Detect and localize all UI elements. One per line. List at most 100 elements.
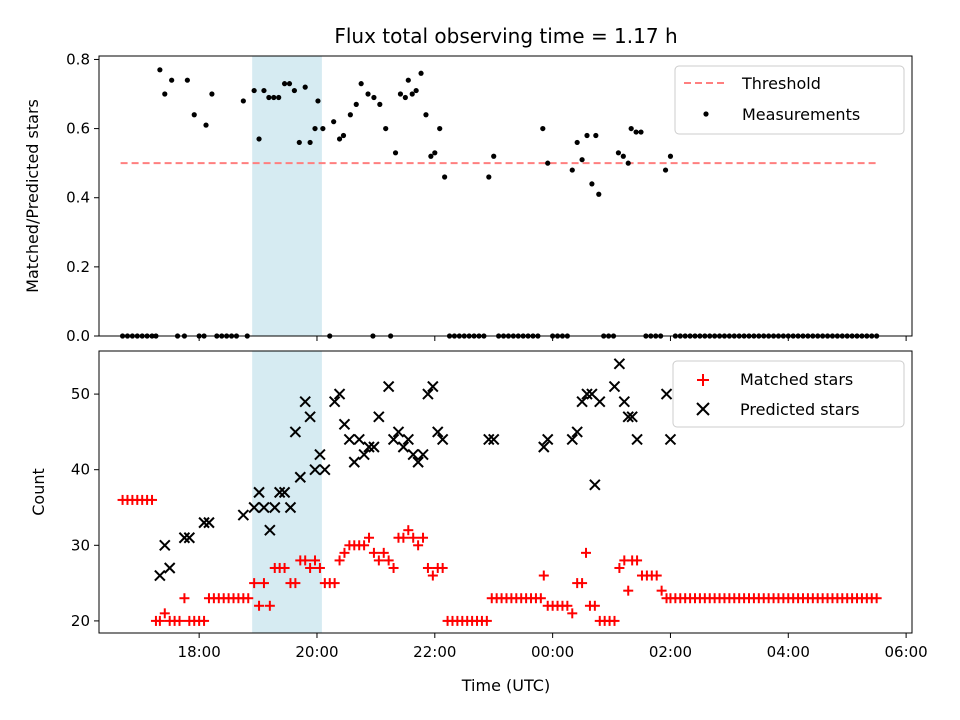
x-tick-label: 02:00 xyxy=(649,643,692,661)
measurement-point xyxy=(240,98,246,104)
measurement-point xyxy=(312,125,318,132)
bottom-highlight-span xyxy=(252,351,322,633)
predicted-star-point xyxy=(613,358,626,370)
legend-matched-swatch xyxy=(697,374,709,386)
bottom-panel: 20 30 40 50 18:00 20:00 22:00 00:00 02:00 04:00 0… xyxy=(29,350,928,695)
chart-title: Flux total observing time = 1.17 h xyxy=(334,24,677,48)
predicted-star-point xyxy=(436,433,449,446)
measurement-point xyxy=(432,150,438,156)
top-y-axis-label: Matched/Predicted stars xyxy=(23,99,42,293)
matched-star-point xyxy=(174,615,185,626)
top-y-tick-label: 0.0 xyxy=(66,327,90,345)
top-y-tick-label: 0.6 xyxy=(66,120,90,138)
predicted-star-point xyxy=(258,501,270,514)
measurement-point xyxy=(615,150,622,156)
predicted-star-point xyxy=(203,516,215,529)
predicted-star-point xyxy=(594,395,606,408)
predicted-star-point xyxy=(412,456,424,468)
measurement-point xyxy=(405,77,411,83)
predicted-star-point xyxy=(269,501,281,514)
measurement-point xyxy=(625,160,631,166)
measurement-point xyxy=(579,157,585,163)
predicted-star-point xyxy=(333,388,346,400)
measurement-point xyxy=(286,81,293,87)
measurement-point xyxy=(353,101,359,107)
predicted-star-point xyxy=(427,380,439,393)
top-y-axis: 0.0 0.2 0.4 0.6 0.8 xyxy=(66,50,99,345)
matched-star-point xyxy=(339,547,350,558)
predicted-star-point xyxy=(422,388,434,400)
matched-star-point xyxy=(383,555,394,566)
predicted-star-point xyxy=(309,463,321,476)
predicted-star-point xyxy=(608,380,621,393)
predicted-star-point xyxy=(368,441,380,453)
predicted-star-point xyxy=(183,532,196,544)
matched-star-point xyxy=(614,562,625,573)
matched-star-point xyxy=(359,540,370,551)
measurement-point xyxy=(371,94,377,101)
measurement-point xyxy=(413,87,419,94)
measurement-point xyxy=(162,91,168,97)
matched-star-point xyxy=(651,570,662,581)
matched-star-point xyxy=(871,593,882,604)
matched-star-point xyxy=(378,547,389,558)
predicted-star-point xyxy=(273,486,286,499)
bottom-legend-box xyxy=(672,360,905,428)
matched-star-point xyxy=(427,570,438,581)
predicted-star-point xyxy=(660,388,673,400)
measurement-point xyxy=(667,153,674,159)
predicted-star-point xyxy=(289,426,302,438)
measurement-point xyxy=(307,139,313,146)
top-y-tick-label: 0.4 xyxy=(66,189,90,207)
matched-star-point xyxy=(581,547,592,558)
measurement-point xyxy=(662,167,669,173)
measurement-point xyxy=(574,139,580,146)
predicted-star-point xyxy=(631,433,643,446)
predicted-star-point xyxy=(397,441,410,453)
bottom-x-axis: 18:00 20:00 22:00 00:00 02:00 04:00 06:00 xyxy=(178,633,928,661)
predicted-star-point xyxy=(622,411,634,423)
predicted-star-point xyxy=(483,433,495,446)
bottom-y-tick-label: 30 xyxy=(71,536,90,554)
matched-star-point xyxy=(373,555,384,566)
matched-star-point xyxy=(562,600,573,611)
predicted-star-point xyxy=(343,433,356,446)
bottom-y-axis: 20 30 40 50 xyxy=(71,385,99,630)
predicted-star-point xyxy=(432,426,444,438)
top-panel: 0.00.20.40.60.8 Matched/Predicted stars … xyxy=(23,50,913,345)
matched-star-point xyxy=(398,532,409,543)
matched-star-point xyxy=(279,562,290,573)
measurement-point xyxy=(545,160,551,166)
bottom-y-tick-label: 50 xyxy=(71,385,90,403)
predicted-star-point xyxy=(319,463,331,476)
matched-star-point xyxy=(623,585,634,596)
bottom-y-tick-label: 20 xyxy=(71,612,90,630)
predicted-star-point xyxy=(348,456,360,468)
predicted-star-point xyxy=(299,395,311,408)
measurement-point xyxy=(442,174,448,180)
matched-star-point xyxy=(159,608,170,619)
measurement-point xyxy=(315,98,321,104)
measurement-point xyxy=(620,153,626,159)
measurement-point xyxy=(296,139,302,146)
measurement-point xyxy=(569,167,575,173)
measurement-point xyxy=(331,119,337,125)
measurement-point xyxy=(291,87,297,94)
legend-measurements-swatch xyxy=(703,111,709,117)
predicted-star-point xyxy=(154,569,166,582)
matched-star-point xyxy=(243,593,254,604)
x-tick-label: 06:00 xyxy=(884,643,927,661)
matched-star-point xyxy=(388,562,399,573)
measurement-point xyxy=(336,136,343,142)
x-tick-label: 00:00 xyxy=(531,643,574,661)
measurement-point xyxy=(266,94,272,101)
predicted-star-point xyxy=(392,426,405,438)
predicted-star-point xyxy=(488,433,500,446)
matched-star-point xyxy=(199,615,210,626)
predicted-star-point xyxy=(566,433,578,446)
predicted-star-point xyxy=(338,418,351,431)
predicted-star-point xyxy=(576,395,588,408)
measurement-point xyxy=(638,129,644,135)
predicted-star-point xyxy=(159,539,171,552)
matched-star-point xyxy=(254,600,265,611)
